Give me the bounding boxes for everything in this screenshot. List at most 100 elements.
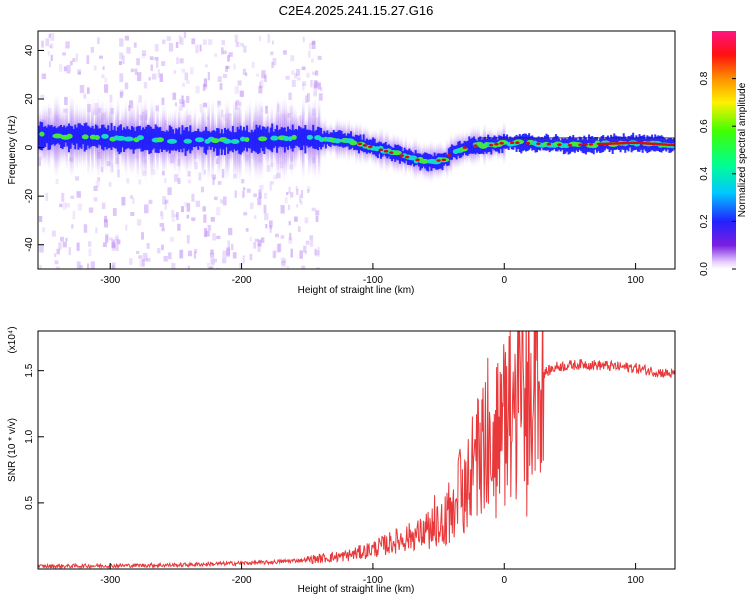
ridge-blob: [115, 135, 127, 141]
noise-speck: [240, 42, 244, 47]
noise-speck: [307, 189, 310, 194]
noise-speck: [143, 252, 148, 262]
noise-speck: [214, 258, 218, 263]
ridge-outer: [469, 138, 472, 154]
noise-speck: [157, 69, 160, 78]
ridge-core: [670, 143, 675, 147]
noise-speck: [119, 52, 124, 60]
noise-speck: [209, 253, 215, 258]
noise-speck: [180, 102, 185, 107]
noise-speck: [149, 56, 154, 61]
ridge-outer: [613, 133, 616, 151]
noise-speck: [310, 58, 314, 64]
colorbar-tick-label: 0.4: [699, 166, 710, 180]
noise-speck: [182, 99, 186, 108]
noise-speck: [101, 202, 106, 210]
noise-speck: [88, 207, 94, 213]
noise-speck: [210, 265, 214, 269]
noise-speck: [78, 71, 81, 75]
noise-speck: [129, 258, 133, 265]
ridge-core: [525, 141, 531, 145]
noise-speck: [280, 205, 285, 214]
noise-speck: [268, 220, 273, 228]
noise-speck: [79, 85, 85, 94]
noise-speck: [312, 40, 316, 50]
noise-speck: [154, 43, 159, 52]
noise-speck: [102, 242, 107, 248]
noise-speck: [316, 267, 320, 269]
ridge-outer: [164, 132, 167, 150]
noise-speck: [200, 186, 205, 193]
noise-speck: [83, 224, 88, 233]
ridge-outer: [249, 132, 252, 149]
noise-speck: [116, 239, 121, 245]
noise-speck: [220, 199, 223, 204]
noise-speck: [167, 252, 172, 260]
noise-speck: [111, 247, 115, 251]
noise-speck: [304, 251, 308, 255]
noise-speck: [39, 264, 42, 269]
ridge-blob: [562, 143, 570, 149]
noise-speck: [166, 36, 171, 41]
ridge-outer: [332, 129, 335, 146]
noise-speck: [154, 57, 159, 61]
noise-speck: [214, 196, 218, 201]
ridge-outer: [266, 126, 269, 149]
noise-speck: [317, 246, 320, 255]
noise-speck: [227, 55, 230, 62]
noise-speck: [296, 204, 299, 208]
noise-speck: [265, 224, 268, 229]
noise-speck: [301, 265, 306, 269]
noise-speck: [41, 40, 44, 48]
noise-speck: [223, 196, 227, 206]
noise-speck: [88, 248, 92, 257]
noise-speck: [150, 64, 153, 71]
noise-speck: [246, 188, 251, 193]
noise-speck: [242, 255, 245, 264]
noise-speck: [254, 215, 257, 219]
ridge-outer: [72, 129, 75, 145]
noise-speck: [290, 248, 293, 258]
noise-speck: [305, 240, 310, 245]
noise-speck: [233, 63, 236, 70]
noise-speck: [77, 69, 82, 75]
noise-speck: [216, 207, 221, 216]
x-tick-label: -300: [100, 275, 120, 286]
noise-speck: [139, 258, 144, 267]
noise-speck: [104, 84, 109, 93]
ridge-blob: [306, 134, 314, 140]
ridge-blob: [136, 135, 144, 141]
ridge-outer: [370, 139, 373, 152]
noise-speck: [58, 64, 63, 72]
noise-speck: [204, 84, 208, 90]
noise-speck: [55, 266, 60, 269]
noise-speck: [315, 210, 320, 216]
noise-speck: [136, 219, 142, 226]
noise-speck: [188, 250, 193, 257]
ridge-outer: [250, 129, 253, 153]
noise-speck: [171, 209, 175, 219]
noise-speck: [50, 43, 54, 49]
noise-speck: [288, 220, 291, 226]
noise-speck: [274, 233, 279, 238]
ridge-blob: [123, 136, 134, 142]
noise-speck: [260, 237, 265, 243]
noise-speck: [269, 225, 272, 230]
ridge-outer: [581, 139, 584, 153]
noise-speck: [119, 38, 124, 47]
noise-speck: [304, 95, 308, 103]
ridge-outer: [78, 123, 81, 148]
noise-speck: [202, 206, 206, 212]
ridge-outer: [99, 128, 102, 146]
noise-speck: [222, 73, 228, 78]
noise-speck: [151, 73, 157, 80]
noise-speck: [288, 237, 293, 245]
noise-speck: [255, 73, 260, 77]
x-tick-label: -100: [363, 275, 383, 286]
snr-frame: [37, 330, 676, 570]
x-tick-label: -200: [232, 275, 252, 286]
noise-speck: [175, 212, 179, 221]
ridge-outer: [231, 125, 234, 153]
noise-speck: [295, 68, 301, 77]
noise-speck: [70, 195, 75, 199]
